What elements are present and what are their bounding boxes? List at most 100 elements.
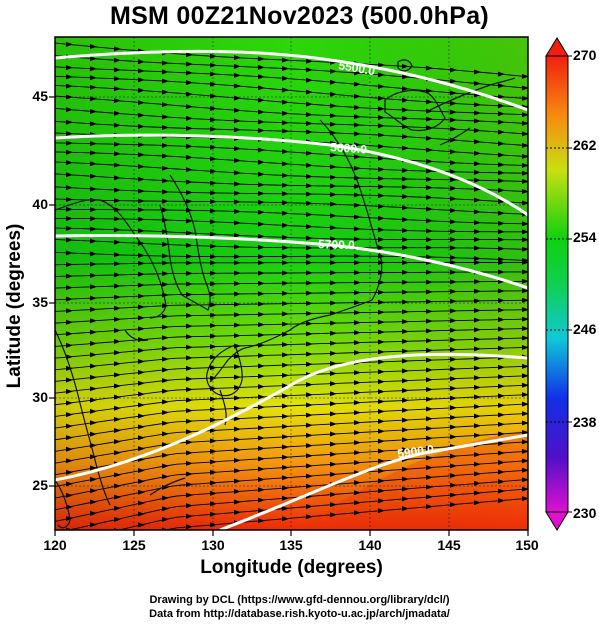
wind-arrowhead bbox=[498, 229, 505, 235]
wind-arrowhead bbox=[258, 109, 265, 115]
wind-arrowhead bbox=[114, 361, 121, 367]
wind-arrowhead bbox=[258, 171, 265, 177]
wind-arrowhead bbox=[114, 405, 121, 411]
wind-arrowhead bbox=[378, 143, 385, 149]
wind-arrowhead bbox=[90, 318, 97, 324]
wind-arrowhead bbox=[186, 418, 193, 424]
wind-arrowhead bbox=[258, 182, 265, 188]
wind-arrowhead bbox=[282, 516, 289, 522]
wind-arrowhead bbox=[114, 207, 121, 213]
wind-arrowhead bbox=[210, 180, 217, 186]
wind-arrowhead bbox=[210, 243, 217, 249]
wind-arrowhead bbox=[522, 448, 528, 454]
wind-arrowhead bbox=[306, 150, 313, 156]
wind-arrowhead bbox=[498, 199, 505, 205]
wind-arrowhead bbox=[282, 413, 289, 419]
wind-arrowhead bbox=[354, 410, 361, 416]
wind-arrowhead bbox=[378, 339, 385, 345]
wind-arrowhead bbox=[450, 395, 457, 401]
wind-arrowhead bbox=[138, 402, 145, 408]
wind-arrowhead bbox=[306, 412, 313, 418]
wind-arrowhead bbox=[210, 281, 217, 287]
wind-arrowhead bbox=[330, 350, 337, 356]
wind-arrowhead bbox=[162, 431, 169, 437]
wind-arrowhead bbox=[306, 58, 313, 64]
credit-drawing: Drawing by DCL (https://www.gfd-dennou.o… bbox=[149, 594, 450, 606]
wind-arrowhead bbox=[186, 313, 193, 319]
wind-arrowhead bbox=[210, 117, 217, 123]
wind-arrowhead bbox=[426, 245, 433, 251]
wind-arrowhead bbox=[306, 321, 313, 327]
wind-arrowhead bbox=[450, 196, 457, 202]
wind-arrowhead bbox=[330, 492, 337, 498]
wind-arrowhead bbox=[162, 165, 169, 171]
wind-arrowhead bbox=[378, 369, 385, 375]
colorbar-tick-label: 270 bbox=[573, 47, 597, 63]
wind-arrowhead bbox=[450, 255, 457, 261]
wind-arrowhead bbox=[330, 371, 337, 377]
wind-arrowhead bbox=[402, 437, 409, 443]
wind-arrowhead bbox=[210, 81, 217, 87]
wind-arrowhead bbox=[426, 338, 433, 344]
wind-arrowhead bbox=[258, 119, 265, 125]
wind-arrowhead bbox=[474, 375, 481, 381]
coastlines bbox=[55, 59, 516, 529]
wind-arrowhead bbox=[522, 373, 528, 379]
wind-arrowhead bbox=[498, 162, 505, 168]
wind-arrowhead bbox=[90, 340, 97, 346]
wind-arrowhead bbox=[90, 66, 97, 72]
wind-arrowhead bbox=[282, 110, 289, 116]
wind-arrowhead bbox=[354, 165, 361, 171]
wind-arrowhead bbox=[330, 431, 337, 437]
wind-arrowhead bbox=[450, 169, 457, 175]
wind-arrowhead bbox=[306, 453, 313, 459]
wind-arrowhead bbox=[474, 346, 481, 352]
wind-arrowhead bbox=[234, 416, 241, 422]
wind-arrowhead bbox=[186, 408, 193, 414]
wind-arrowhead bbox=[90, 545, 97, 550]
wind-arrowhead bbox=[234, 426, 241, 432]
wind-arrowhead bbox=[114, 272, 121, 278]
wind-arrowhead bbox=[378, 399, 385, 405]
wind-arrowhead bbox=[186, 189, 193, 195]
wind-arrowhead bbox=[90, 284, 97, 290]
wind-arrowhead bbox=[354, 192, 361, 198]
x-tick-label: 130 bbox=[201, 537, 225, 553]
wind-arrowhead bbox=[162, 229, 169, 235]
wind-arrowhead bbox=[354, 420, 361, 426]
wind-arrowhead bbox=[330, 451, 337, 457]
wind-arrowhead bbox=[450, 279, 457, 285]
wind-arrowhead bbox=[114, 57, 121, 63]
wind-arrowhead bbox=[282, 161, 289, 167]
wind-arrowhead bbox=[282, 172, 289, 178]
wind-arrowhead bbox=[234, 170, 241, 176]
wind-arrowhead bbox=[474, 480, 481, 486]
wind-arrowhead bbox=[114, 505, 121, 511]
wind-arrowhead bbox=[234, 270, 241, 276]
y-tick-label: 40 bbox=[32, 196, 48, 212]
wind-arrowhead bbox=[402, 107, 409, 113]
wind-arrowhead bbox=[522, 316, 528, 322]
wind-arrowhead bbox=[258, 373, 265, 379]
wind-arrowhead bbox=[162, 388, 169, 394]
wind-arrowhead bbox=[402, 309, 409, 315]
wind-arrowhead bbox=[66, 41, 73, 47]
wind-arrowhead bbox=[234, 353, 241, 359]
wind-arrowhead bbox=[90, 173, 97, 179]
wind-arrowhead bbox=[450, 482, 457, 488]
wind-arrowhead bbox=[282, 280, 289, 286]
wind-arrowhead bbox=[258, 159, 265, 165]
wind-arrowhead bbox=[234, 146, 241, 152]
wind-arrowhead bbox=[258, 64, 265, 70]
wind-arrowhead bbox=[426, 494, 433, 500]
wind-arrowhead bbox=[90, 141, 97, 147]
wind-arrowhead bbox=[114, 141, 121, 147]
wind-arrowhead bbox=[450, 269, 457, 275]
wind-arrowhead bbox=[378, 155, 385, 161]
wind-arrowhead bbox=[282, 253, 289, 259]
wind-arrowhead bbox=[66, 412, 73, 418]
wind-arrowhead bbox=[186, 397, 193, 403]
wind-arrowhead bbox=[234, 118, 241, 124]
colorbar-max-triangle bbox=[545, 37, 569, 57]
wind-arrowhead bbox=[282, 495, 289, 501]
